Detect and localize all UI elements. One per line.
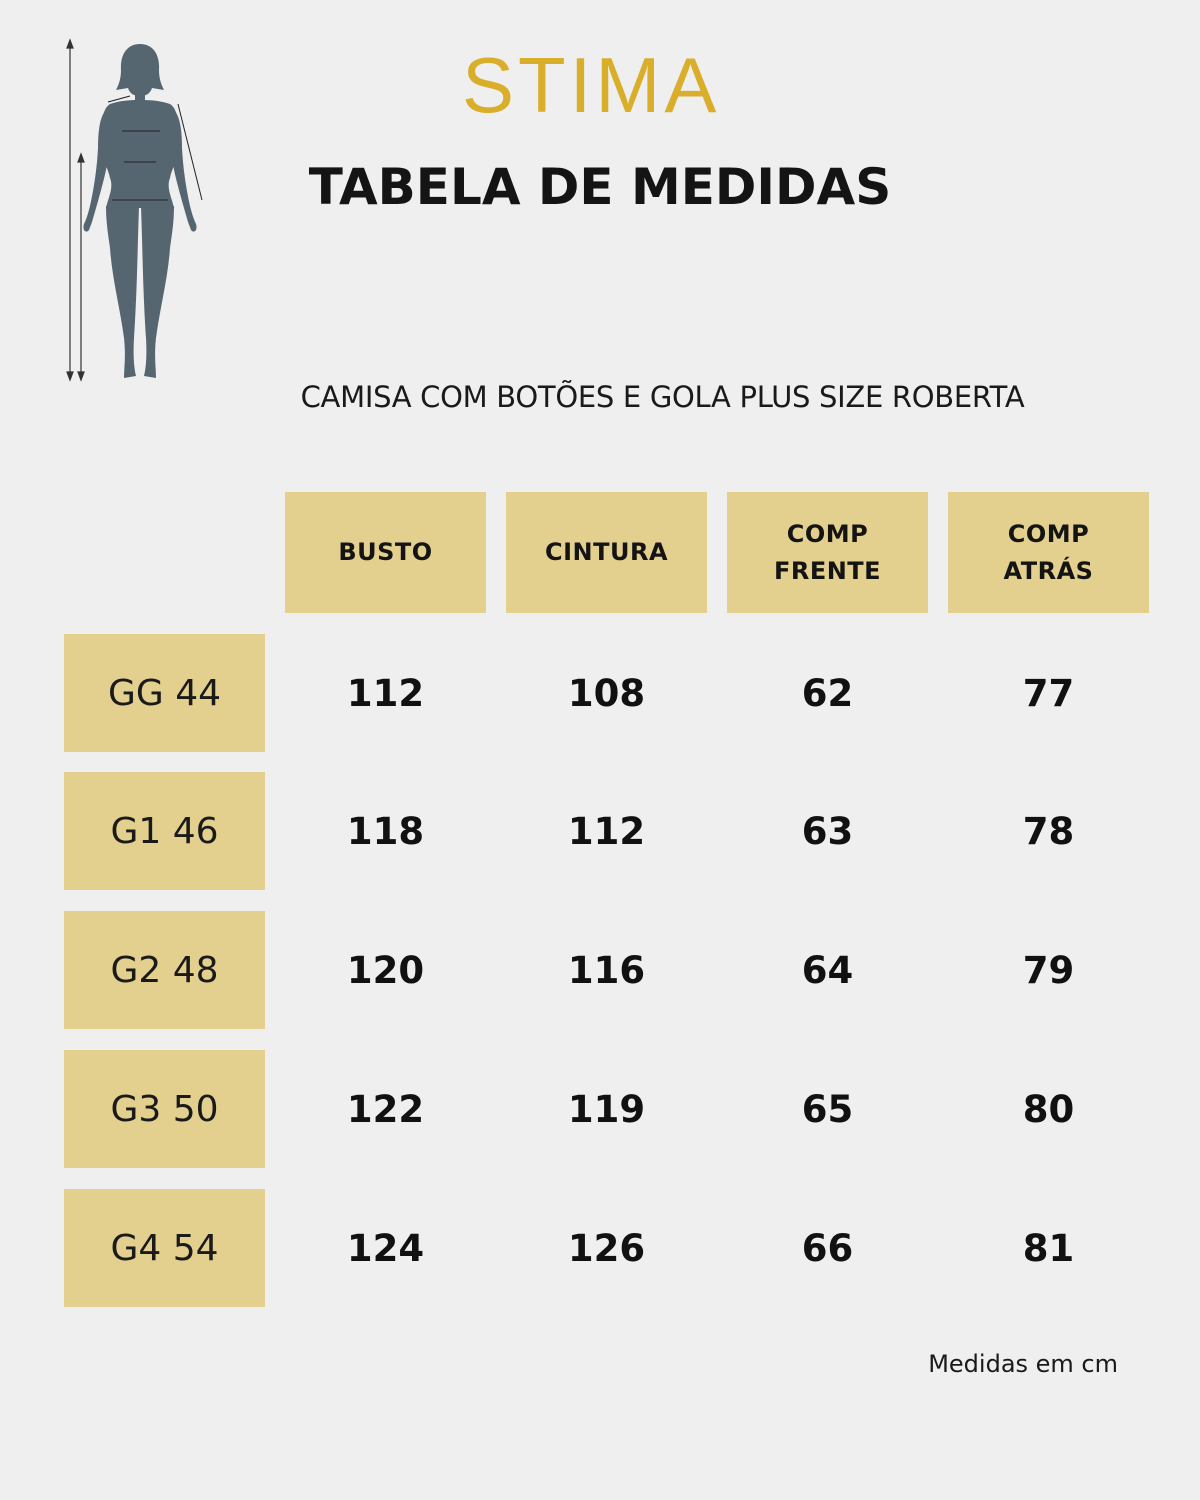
table-cell: 65 <box>801 1087 854 1131</box>
table-cell: 66 <box>801 1226 854 1270</box>
units-footnote: Medidas em cm <box>928 1350 1118 1378</box>
page-title: TABELA DE MEDIDAS <box>308 158 892 216</box>
table-cell: 119 <box>567 1087 646 1131</box>
table-cell: 63 <box>801 809 854 853</box>
table-cell: 64 <box>801 948 854 992</box>
table-cell: 126 <box>567 1226 646 1270</box>
table-cell: 108 <box>567 671 646 715</box>
body-measurement-figure-icon <box>66 38 203 382</box>
column-header-comp-atras: COMP ATRÁS <box>948 492 1149 613</box>
table-cell: 112 <box>346 671 425 715</box>
column-header-busto: BUSTO <box>285 492 486 613</box>
table-cell: 120 <box>346 948 425 992</box>
table-cell: 78 <box>1022 809 1075 853</box>
column-header-cintura: CINTURA <box>506 492 707 613</box>
table-cell: 122 <box>346 1087 425 1131</box>
brand-logo: STIMA <box>462 41 721 129</box>
product-name: CAMISA COM BOTÕES E GOLA PLUS SIZE ROBER… <box>300 380 1025 414</box>
table-cell: 80 <box>1022 1087 1075 1131</box>
size-label-row-4: G3 50 <box>64 1050 265 1168</box>
size-label-row-2: G1 46 <box>64 772 265 890</box>
table-cell: 81 <box>1022 1226 1075 1270</box>
table-cell: 62 <box>801 671 854 715</box>
table-cell: 77 <box>1022 671 1075 715</box>
size-label-row-3: G2 48 <box>64 911 265 1029</box>
size-label-row-1: GG 44 <box>64 634 265 752</box>
table-cell: 118 <box>346 809 425 853</box>
table-cell: 124 <box>346 1226 425 1270</box>
table-cell: 116 <box>567 948 646 992</box>
column-header-comp-frente: COMP FRENTE <box>727 492 928 613</box>
size-label-row-5: G4 54 <box>64 1189 265 1307</box>
table-cell: 79 <box>1022 948 1075 992</box>
table-cell: 112 <box>567 809 646 853</box>
